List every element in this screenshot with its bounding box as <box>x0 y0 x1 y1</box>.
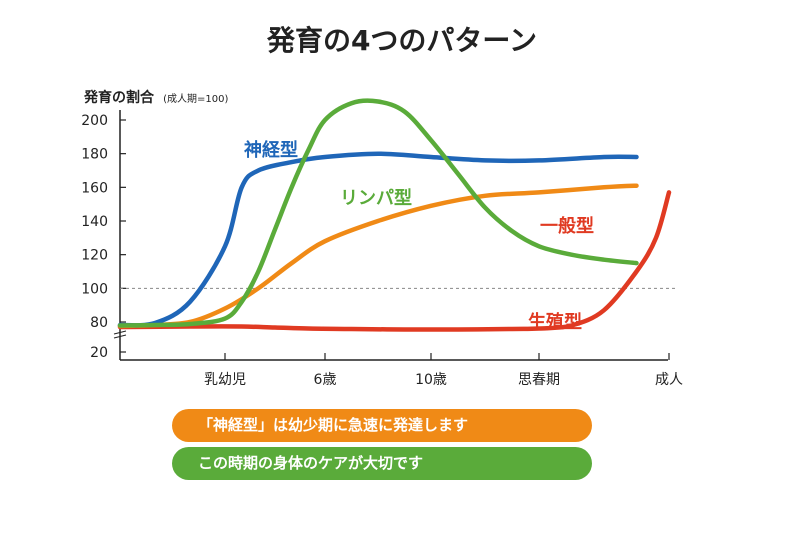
x-tick-label: 10歳 <box>415 372 447 388</box>
x-tick-label: 6歳 <box>314 372 337 388</box>
x-ticks: 乳幼児 6歳 10歳 思春期 成人 <box>204 353 683 388</box>
y-ticks: 200 180 160 140 120 100 80 20 <box>81 113 126 361</box>
y-tick-label: 180 <box>81 147 108 163</box>
x-tick-label: 乳幼児 <box>204 372 246 388</box>
y-tick-label: 120 <box>81 248 108 264</box>
x-tick-label: 思春期 <box>518 372 560 388</box>
y-tick-label: 80 <box>90 315 108 331</box>
series-line-0 <box>117 151 639 328</box>
series-label-general: 一般型 <box>540 215 594 237</box>
axis-break-mark <box>113 330 127 335</box>
series-line-3 <box>117 190 672 332</box>
series-label-reproductive: 生殖型 <box>528 311 582 333</box>
y-axis-title: 発育の割合 (成人期=100) <box>83 87 228 106</box>
axes <box>113 110 668 361</box>
series-line-1 <box>117 98 639 328</box>
note-body-care: この時期の身体のケアが大切です <box>172 447 592 480</box>
y-axis-note: (成人期=100) <box>163 93 228 105</box>
note-neural-development: 「神経型」は幼少期に急速に発達します <box>172 409 592 442</box>
series-label-lymph: リンパ型 <box>340 187 412 209</box>
x-tick-label: 成人 <box>655 372 683 388</box>
y-tick-label: 100 <box>81 281 108 297</box>
y-tick-label: 200 <box>81 113 108 129</box>
y-tick-label: 140 <box>81 214 108 230</box>
y-tick-label: 20 <box>90 345 108 361</box>
series-label-neural: 神経型 <box>244 139 298 161</box>
series-lines <box>117 98 672 332</box>
y-tick-label: 160 <box>81 180 108 196</box>
chart-title: 発育の4つのパターン <box>266 24 537 57</box>
axis-break-mark <box>113 334 127 339</box>
y-axis-label: 発育の割合 <box>83 89 155 106</box>
